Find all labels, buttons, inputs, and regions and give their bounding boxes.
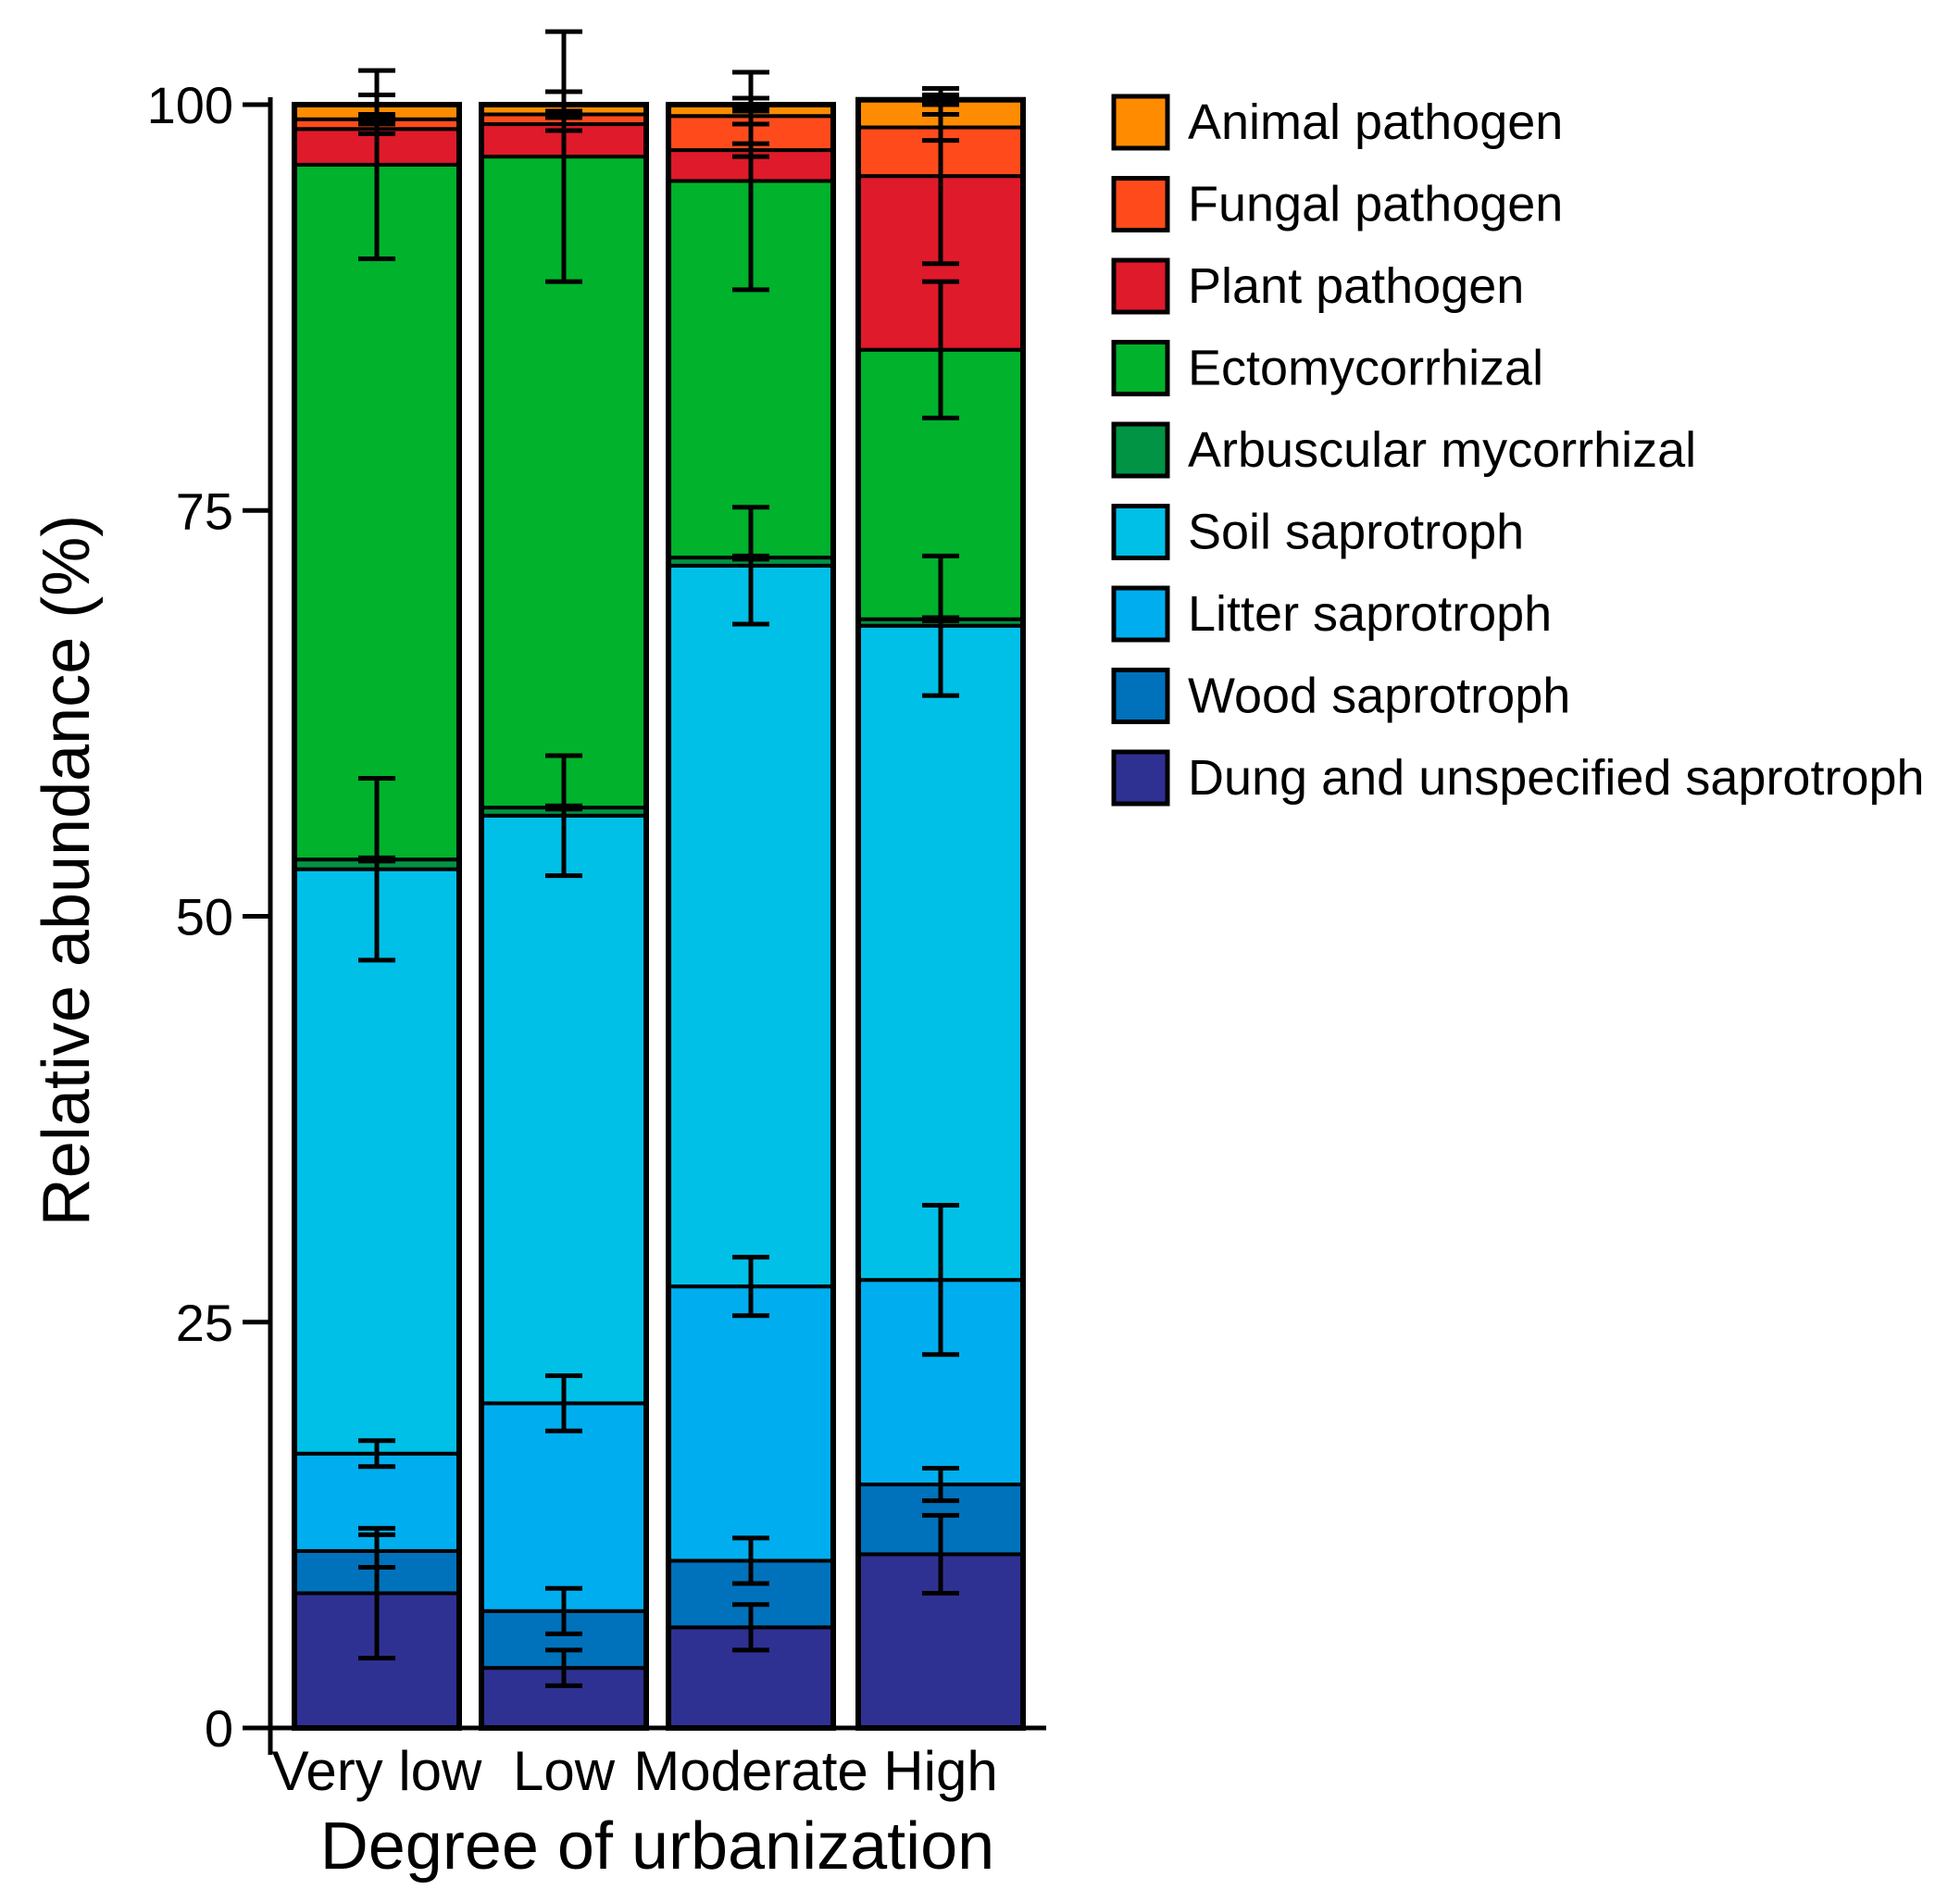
y-ticks-group: 0 25 50 75 100 <box>147 76 270 1758</box>
legend-item-ectomycorrhizal: Ectomycorrhizal <box>1111 340 1543 396</box>
bar-segment-low-litter-saprotroph <box>480 1401 648 1613</box>
y-tick-label-75: 75 <box>176 482 233 540</box>
bar-segment-moderate-soil-saprotroph <box>667 563 835 1289</box>
error-bars-group <box>358 29 959 1688</box>
error-bar-high-arbuscular-mycorrhizal <box>922 615 959 623</box>
legend: Animal pathogen Fungal pathogen Plant path… <box>1111 94 1925 807</box>
legend-label: Soil saprotroph <box>1188 505 1524 560</box>
legend-label: Fungal pathogen <box>1188 177 1563 232</box>
legend-swatch <box>1111 504 1170 560</box>
x-axis-title: Degree of urbanization <box>320 1809 994 1884</box>
bar-segment-moderate-litter-saprotroph <box>667 1284 835 1563</box>
error-bar-low-soil-saprotroph <box>545 753 582 879</box>
error-bar-moderate-plant-pathogen <box>732 141 769 159</box>
legend-item-arbuscular-mycorrhizal: Arbuscular mycorrhizal <box>1111 421 1696 479</box>
legend-label: Animal pathogen <box>1188 94 1563 150</box>
legend-item-plant-pathogen: Plant pathogen <box>1111 257 1524 315</box>
legend-label: Ectomycorrhizal <box>1188 341 1543 396</box>
error-bar-high-wood-saprotroph <box>922 1466 959 1504</box>
error-bar-low-dung-and-unspecified-saprotroph <box>545 1647 582 1688</box>
bars-group <box>292 96 1026 1732</box>
bar-segment-high-soil-saprotroph <box>856 623 1025 1283</box>
legend-swatch <box>1111 585 1170 643</box>
bar-segment-low-soil-saprotroph <box>480 813 648 1406</box>
error-bar-moderate-wood-saprotroph <box>732 1535 769 1586</box>
legend-swatch <box>1111 94 1170 151</box>
error-bar-very-low-animal-pathogen <box>358 92 395 118</box>
y-tick-label-100: 100 <box>147 76 233 134</box>
bar-segment-very-low-soil-saprotroph <box>293 867 461 1456</box>
error-bar-low-litter-saprotroph <box>545 1373 582 1433</box>
error-bar-very-low-soil-saprotroph <box>358 775 395 963</box>
x-tick-label-very-low: Very low <box>272 1740 482 1802</box>
y-axis-title: Relative abundance (%) <box>30 515 104 1226</box>
error-bar-high-soil-saprotroph <box>922 553 959 698</box>
legend-item-dung-and-unspecified-saprotroph: Dung and unspecified saprotroph <box>1111 749 1925 807</box>
error-bar-very-low-wood-saprotroph <box>358 1532 395 1570</box>
legend-item-fungal-pathogen: Fungal pathogen <box>1111 176 1563 232</box>
error-bar-moderate-animal-pathogen <box>732 95 769 114</box>
error-bar-low-animal-pathogen <box>545 89 582 120</box>
legend-label: Litter saprotroph <box>1188 586 1552 642</box>
legend-item-soil-saprotroph: Soil saprotroph <box>1111 504 1524 560</box>
error-bar-very-low-arbuscular-mycorrhizal <box>358 855 395 864</box>
x-tick-label-high: High <box>883 1740 997 1802</box>
legend-swatch <box>1111 749 1170 807</box>
legend-label: Dung and unspecified saprotroph <box>1188 750 1925 806</box>
legend-item-animal-pathogen: Animal pathogen <box>1111 94 1563 151</box>
error-bar-moderate-arbuscular-mycorrhizal <box>732 553 769 562</box>
legend-item-litter-saprotroph: Litter saprotroph <box>1111 585 1552 643</box>
y-tick-label-0: 0 <box>205 1699 233 1758</box>
error-bar-high-ectomycorrhizal <box>922 279 959 420</box>
x-tick-label-moderate: Moderate <box>633 1740 868 1802</box>
error-bar-moderate-litter-saprotroph <box>732 1255 769 1319</box>
bar-segment-very-low-ectomycorrhizal <box>293 162 461 862</box>
legend-item-wood-saprotroph: Wood saprotroph <box>1111 668 1570 724</box>
axes-group <box>268 97 1046 1755</box>
y-tick-label-50: 50 <box>176 888 233 946</box>
error-bar-moderate-dung-and-unspecified-saprotroph <box>732 1602 769 1653</box>
error-bar-high-litter-saprotroph <box>922 1203 959 1358</box>
legend-swatch <box>1111 176 1170 232</box>
error-bar-high-fungal-pathogen <box>922 112 959 144</box>
error-bar-low-wood-saprotroph <box>545 1585 582 1636</box>
error-bar-moderate-soil-saprotroph <box>732 505 769 627</box>
legend-swatch <box>1111 257 1170 315</box>
x-labels-group: Very low Low Moderate High <box>272 1740 998 1802</box>
error-bar-low-arbuscular-mycorrhizal <box>545 803 582 812</box>
legend-swatch <box>1111 668 1170 724</box>
legend-swatch <box>1111 421 1170 479</box>
legend-label: Plant pathogen <box>1188 258 1524 314</box>
x-tick-label-low: Low <box>513 1740 616 1802</box>
error-bar-high-dung-and-unspecified-saprotroph <box>922 1512 959 1596</box>
error-bar-very-low-litter-saprotroph <box>358 1438 395 1470</box>
legend-label: Wood saprotroph <box>1188 669 1570 724</box>
error-bar-low-ectomycorrhizal <box>545 29 582 284</box>
y-tick-label-25: 25 <box>176 1294 233 1352</box>
error-bar-high-animal-pathogen <box>922 92 959 107</box>
legend-label: Arbuscular mycorrhizal <box>1188 422 1696 478</box>
legend-swatch <box>1111 340 1170 396</box>
